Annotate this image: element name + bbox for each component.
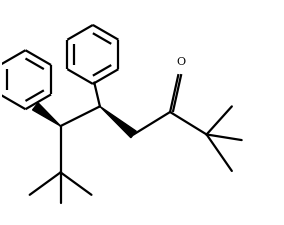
Polygon shape [100,107,136,138]
Text: O: O [177,57,186,67]
Polygon shape [33,103,60,126]
